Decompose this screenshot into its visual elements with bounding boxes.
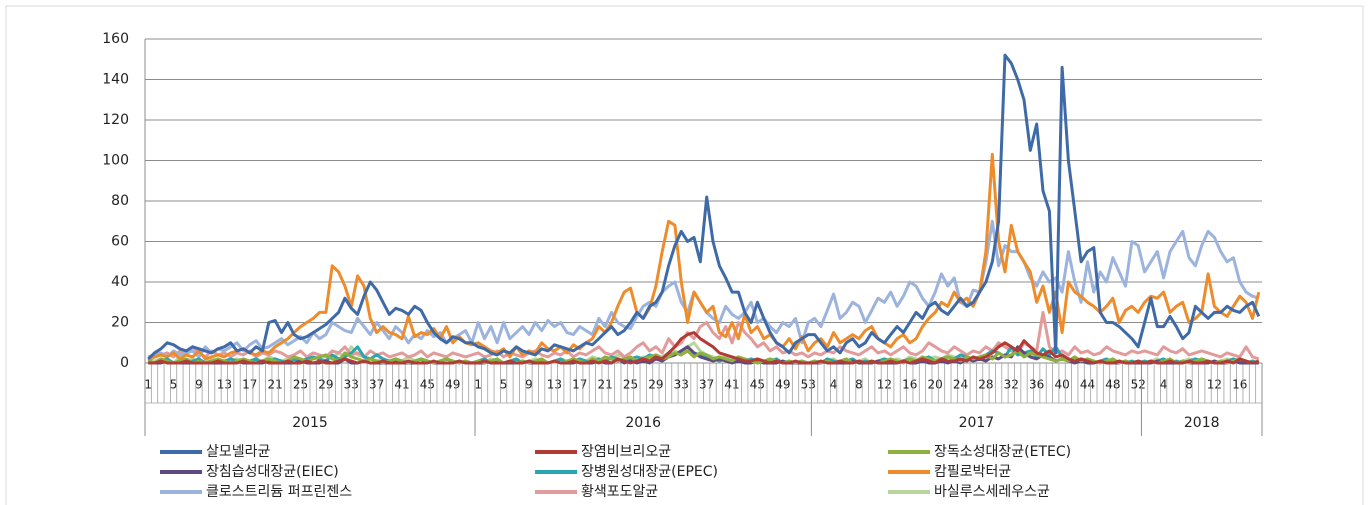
x-tick-label: 29 (648, 378, 663, 392)
y-tick-label: 100 (102, 153, 129, 169)
x-tick-label: 41 (394, 378, 409, 392)
x-tick-label: 5 (170, 378, 178, 392)
x-tick-label: 9 (525, 378, 533, 392)
y-tick-label: 60 (111, 234, 129, 250)
x-tick-label: 8 (855, 378, 863, 392)
y-tick-label: 20 (111, 315, 129, 331)
y-tick-label: 40 (111, 274, 129, 290)
year-label: 2015 (292, 415, 328, 431)
x-tick-label: 28 (978, 378, 993, 392)
series-line (147, 349, 1260, 365)
x-tick-label: 21 (267, 378, 282, 392)
y-tick-label: 140 (102, 72, 129, 88)
x-tick-label: 5 (500, 378, 508, 392)
chart-frame (5, 5, 1364, 505)
x-tick-label: 1 (474, 378, 482, 392)
x-tick-label: 36 (1029, 378, 1044, 392)
x-tick-label: 1 (144, 378, 152, 392)
x-tick-label: 12 (1207, 378, 1222, 392)
x-tick-label: 37 (699, 378, 714, 392)
year-label: 2016 (625, 415, 661, 431)
series-line (148, 331, 1260, 365)
x-tick-label: 45 (420, 378, 435, 392)
x-tick-label: 49 (445, 378, 460, 392)
legend-label: 장염비브리오균 (581, 444, 671, 460)
x-tick-label: 17 (242, 378, 257, 392)
x-tick-label: 40 (1054, 378, 1069, 392)
y-tick-label: 120 (102, 112, 129, 128)
x-tick-label: 33 (674, 378, 689, 392)
year-label: 2018 (1184, 415, 1220, 431)
series-line (147, 53, 1261, 360)
x-tick-label: 41 (724, 378, 739, 392)
x-tick-label: 32 (1004, 378, 1019, 392)
x-tick-label: 24 (953, 378, 968, 392)
legend-label: 캄필로박터균 (934, 464, 1011, 480)
x-tick-label: 25 (293, 378, 308, 392)
x-tick-label: 29 (318, 378, 333, 392)
x-tick-label: 49 (775, 378, 790, 392)
x-tick-label: 16 (902, 378, 917, 392)
x-tick-label: 45 (750, 378, 765, 392)
x-tick-label: 4 (1160, 378, 1168, 392)
x-tick-label: 21 (597, 378, 612, 392)
x-tick-label: 53 (801, 378, 816, 392)
y-tick-label: 0 (120, 355, 129, 371)
legend-label: 장독소성대장균(ETEC) (934, 444, 1071, 460)
legend-label: 클로스트리듐 퍼프린젠스 (206, 484, 352, 500)
x-tick-label: 13 (547, 378, 562, 392)
x-tick-label: 37 (369, 378, 384, 392)
legend-label: 장침습성대장균(EIEC) (206, 464, 339, 480)
series-line (147, 310, 1260, 361)
x-tick-label: 12 (877, 378, 892, 392)
year-label: 2017 (959, 415, 995, 431)
legend-label: 살모넬라균 (206, 444, 271, 460)
series-line (147, 152, 1261, 363)
x-tick-label: 4 (830, 378, 838, 392)
y-tick-label: 160 (102, 31, 129, 47)
x-tick-label: 16 (1232, 378, 1247, 392)
x-tick-label: 9 (195, 378, 203, 392)
x-tick-label: 52 (1131, 378, 1146, 392)
x-tick-label: 44 (1080, 378, 1095, 392)
legend-label: 바실루스세레우스균 (934, 484, 1050, 500)
x-tick-label: 33 (344, 378, 359, 392)
x-tick-label: 17 (572, 378, 587, 392)
legend-label: 황색포도알균 (581, 484, 658, 500)
y-tick-label: 80 (111, 193, 129, 209)
x-tick-label: 48 (1105, 378, 1120, 392)
x-tick-label: 8 (1185, 378, 1193, 392)
x-tick-label: 13 (217, 378, 232, 392)
x-tick-label: 25 (623, 378, 638, 392)
legend-label: 장병원성대장균(EPEC) (581, 464, 718, 480)
x-tick-label: 20 (928, 378, 943, 392)
